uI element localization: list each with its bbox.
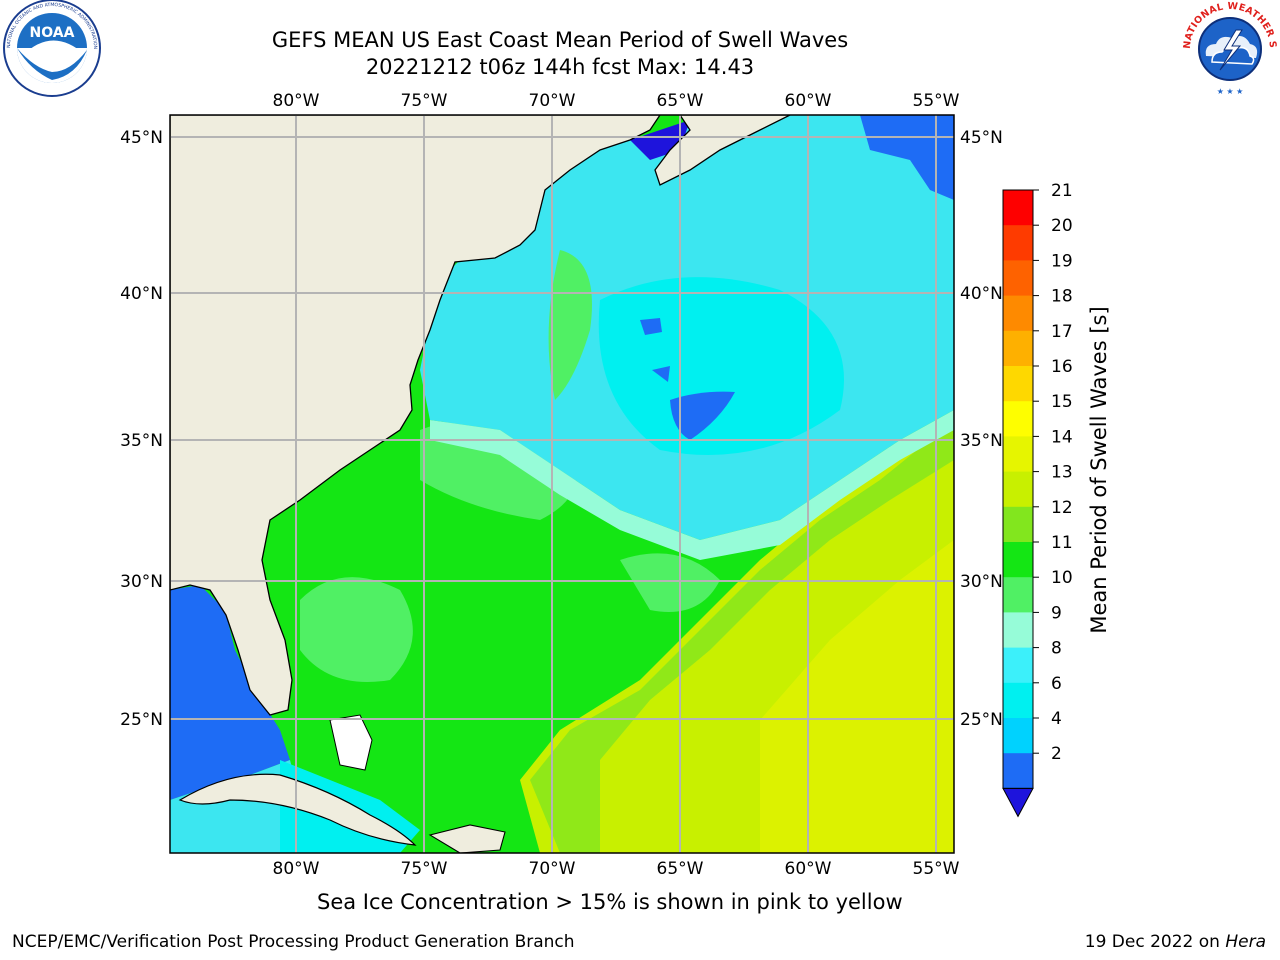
colorbar: 21 20 19 18 17 16 15 14 13 12 11 10 9 8 6 4 2 <box>1002 181 1073 818</box>
gridlines <box>170 115 954 853</box>
colorbar-segment <box>1003 295 1033 332</box>
hispaniola-land <box>428 824 506 853</box>
colorbar-tick-label: 4 <box>1051 709 1062 729</box>
lon-label-bottom: 55°W <box>913 859 960 879</box>
lon-label-top: 70°W <box>529 91 576 111</box>
lat-label-right: 30°N <box>960 572 1003 592</box>
sea-ice-caption: Sea Ice Concentration > 15% is shown in … <box>317 890 903 914</box>
colorbar-tick-label: 20 <box>1051 216 1073 236</box>
lat-label-right: 25°N <box>960 710 1003 730</box>
colorbar-tick-label: 6 <box>1051 674 1062 694</box>
colorbar-tick-label: 16 <box>1051 357 1073 377</box>
pale-cyan-band <box>430 410 954 560</box>
colorbar-segment <box>1003 366 1033 402</box>
colorbar-tick-label: 10 <box>1051 568 1073 588</box>
colorbar-tick-label: 13 <box>1051 463 1073 483</box>
light-green-patch <box>620 553 720 612</box>
colorbar-segment <box>1003 718 1033 754</box>
footer-host: Hera <box>1225 932 1266 952</box>
gulf-of-mexico-region <box>170 585 290 800</box>
green-tongue <box>548 250 592 400</box>
map-subtitle: 20221212 t06z 144h fcst Max: 14.43 <box>365 55 755 79</box>
colorbar-segment <box>1003 542 1033 578</box>
colorbar-segment <box>1003 682 1033 719</box>
colorbar-label: Mean Period of Swell Waves [s] <box>1087 306 1111 633</box>
lon-label-top: 55°W <box>913 91 960 111</box>
lat-label-left: 40°N <box>120 284 163 304</box>
cuba-land <box>178 773 417 846</box>
lat-label-right: 35°N <box>960 431 1003 451</box>
colorbar-tick-label: 19 <box>1051 251 1073 271</box>
lat-label-right: 40°N <box>960 284 1003 304</box>
footer-credit: NCEP/EMC/Verification Post Processing Pr… <box>12 932 575 952</box>
colorbar-tick-label: 15 <box>1051 392 1073 412</box>
colorbar-tick-label: 18 <box>1051 287 1073 307</box>
blue-patch-small <box>652 366 670 382</box>
footer-date: 19 Dec 2022 on Hera <box>1084 932 1266 952</box>
colorbar-frame <box>1002 189 1034 789</box>
colorbar-tick-label: 9 <box>1051 603 1062 623</box>
colorbar-segment <box>1003 225 1033 261</box>
nws-logo: NATIONAL WEATHER SERVICE ★ ★ ★ <box>1174 0 1280 100</box>
colorbar-segment <box>1003 612 1033 649</box>
colorbar-tick-label: 14 <box>1051 427 1073 447</box>
colorbar-segment <box>1003 260 1033 297</box>
lon-label-bottom: 80°W <box>273 859 320 879</box>
svg-text:NOAA: NOAA <box>30 25 75 41</box>
lon-label-bottom: 70°W <box>529 859 576 879</box>
lon-label-bottom: 60°W <box>785 859 832 879</box>
colorbar-segment <box>1003 471 1033 508</box>
lon-label-bottom: 65°W <box>657 859 704 879</box>
lat-label-left: 25°N <box>120 710 163 730</box>
lat-label-left: 30°N <box>120 572 163 592</box>
colorbar-segment <box>1003 506 1033 543</box>
colorbar-segment <box>1003 647 1033 684</box>
svg-text:★ ★ ★: ★ ★ ★ <box>1217 87 1244 96</box>
light-green-patch <box>300 577 413 682</box>
colorbar-tick-label: 17 <box>1051 322 1073 342</box>
lon-label-top: 75°W <box>401 91 448 111</box>
bahamas-land <box>329 714 373 771</box>
lon-label-top: 65°W <box>657 91 704 111</box>
map-field <box>170 115 954 853</box>
colorbar-segment <box>1003 753 1033 789</box>
colorbar-segment <box>1003 401 1033 437</box>
colorbar-segment <box>1003 190 1033 226</box>
transition-band <box>530 420 954 853</box>
lon-label-top: 60°W <box>785 91 832 111</box>
colorbar-tick-label: 2 <box>1051 744 1062 764</box>
map-title: GEFS MEAN US East Coast Mean Period of S… <box>271 28 849 52</box>
blue-patch-mid <box>670 391 735 440</box>
colorbar-tick-label: 21 <box>1051 181 1073 201</box>
lat-label-left: 45°N <box>120 128 163 148</box>
blue-patch-small <box>640 318 662 335</box>
colorbar-segment <box>1003 577 1033 613</box>
lat-label-left: 35°N <box>120 431 163 451</box>
map-frame <box>169 114 955 854</box>
lat-label-right: 45°N <box>960 128 1003 148</box>
colorbar-segment <box>1003 330 1033 367</box>
colorbar-tick-label: 8 <box>1051 639 1062 659</box>
lon-label-top: 80°W <box>273 91 320 111</box>
lon-label-bottom: 75°W <box>401 859 448 879</box>
colorbar-tick-label: 12 <box>1051 498 1073 518</box>
colorbar-extend-arrow <box>1002 787 1034 818</box>
noaa-logo: NOAA NATIONAL OCEANIC AND ATMOSPHERIC AD… <box>0 0 108 100</box>
colorbar-segment <box>1003 436 1033 473</box>
colorbar-tick-label: 11 <box>1051 533 1073 553</box>
